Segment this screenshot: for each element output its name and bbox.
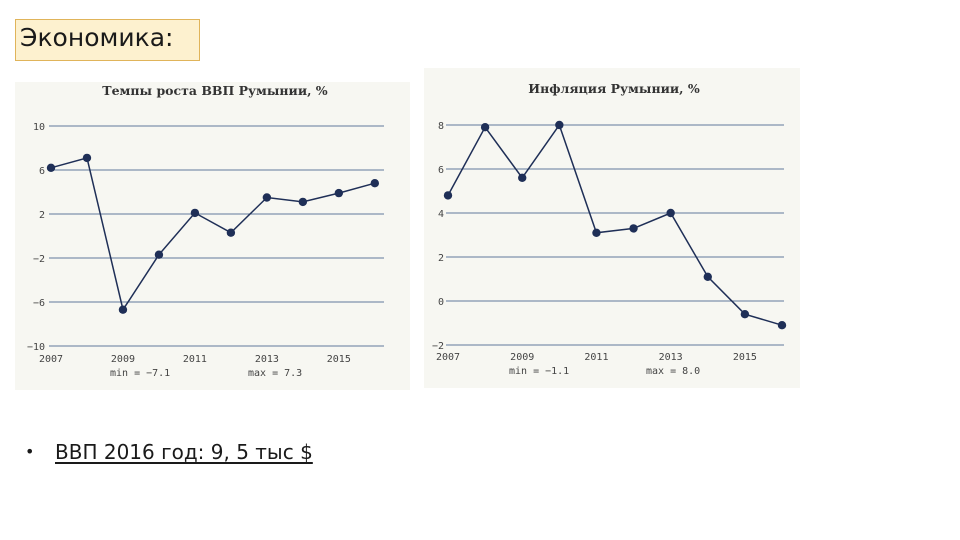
x-tick-label: 2011: [183, 354, 207, 365]
data-point: [777, 321, 787, 330]
x-tick-label: 2013: [659, 352, 683, 363]
y-tick-label: −6: [33, 298, 45, 309]
y-tick-label: −2: [432, 341, 444, 352]
inflation-chart: Инфляция Румынии, % 8 6 4 2 0 −2 2007 2009 2011 20…: [424, 68, 800, 388]
data-point: [480, 123, 490, 132]
page-title: Экономика:: [15, 19, 200, 61]
data-point: [154, 250, 164, 259]
y-tick-label: 6: [39, 166, 45, 177]
chart-title: Темпы роста ВВП Румынии, %: [102, 83, 328, 98]
y-tick-label: −2: [33, 254, 45, 265]
data-point: [226, 228, 236, 237]
x-tick-label: 2007: [436, 352, 460, 363]
y-tick-label: 10: [33, 122, 45, 133]
series-line: [50, 156, 375, 312]
x-tick-label: 2011: [584, 352, 608, 363]
y-tick-label: 8: [438, 121, 444, 132]
data-point: [46, 163, 56, 172]
y-tick-label: 4: [438, 209, 444, 220]
min-annotation: min = −1.1: [509, 366, 569, 377]
chart-title: Инфляция Румынии, %: [528, 81, 700, 96]
x-tick-label: 2007: [39, 354, 63, 365]
data-point: [298, 197, 308, 207]
gdp-growth-chart-svg: Темпы роста ВВП Румынии, %1062−2−6−10200…: [27, 83, 384, 379]
bullet-icon: •: [25, 442, 35, 461]
y-tick-label: 0: [438, 297, 444, 308]
data-point: [629, 224, 638, 233]
series-line: [447, 123, 783, 326]
gdp-bullet: • ВВП 2016 год: 9, 5 тыс $: [25, 440, 313, 464]
data-point: [190, 208, 200, 218]
x-tick-label: 2013: [255, 354, 279, 365]
data-point: [334, 188, 344, 198]
x-tick-label: 2009: [111, 354, 135, 365]
x-tick-label: 2009: [510, 352, 534, 363]
max-annotation: max = 8.0: [646, 366, 700, 377]
y-tick-label: 2: [438, 253, 444, 264]
x-tick-label: 2015: [327, 354, 351, 365]
y-tick-label: −10: [27, 342, 45, 353]
y-tick-label: 2: [39, 210, 45, 221]
data-point: [703, 272, 712, 281]
data-point: [518, 173, 527, 182]
data-point: [592, 228, 601, 237]
data-point: [262, 193, 272, 202]
data-point: [118, 305, 128, 314]
gdp-growth-chart: Темпы роста ВВП Румынии, % 10 6 2 −2 −6 −10 200…: [15, 82, 410, 390]
x-tick-label: 2015: [733, 352, 757, 363]
data-point: [555, 120, 564, 130]
gdp-bullet-text: ВВП 2016 год: 9, 5 тыс $: [55, 440, 313, 464]
data-point: [740, 310, 750, 319]
data-point: [370, 179, 380, 188]
data-point: [82, 153, 92, 163]
data-point: [666, 208, 675, 218]
y-tick-label: 6: [438, 165, 444, 176]
max-annotation: max = 7.3: [248, 368, 302, 379]
min-annotation: min = −7.1: [110, 368, 170, 379]
data-point: [443, 191, 453, 200]
